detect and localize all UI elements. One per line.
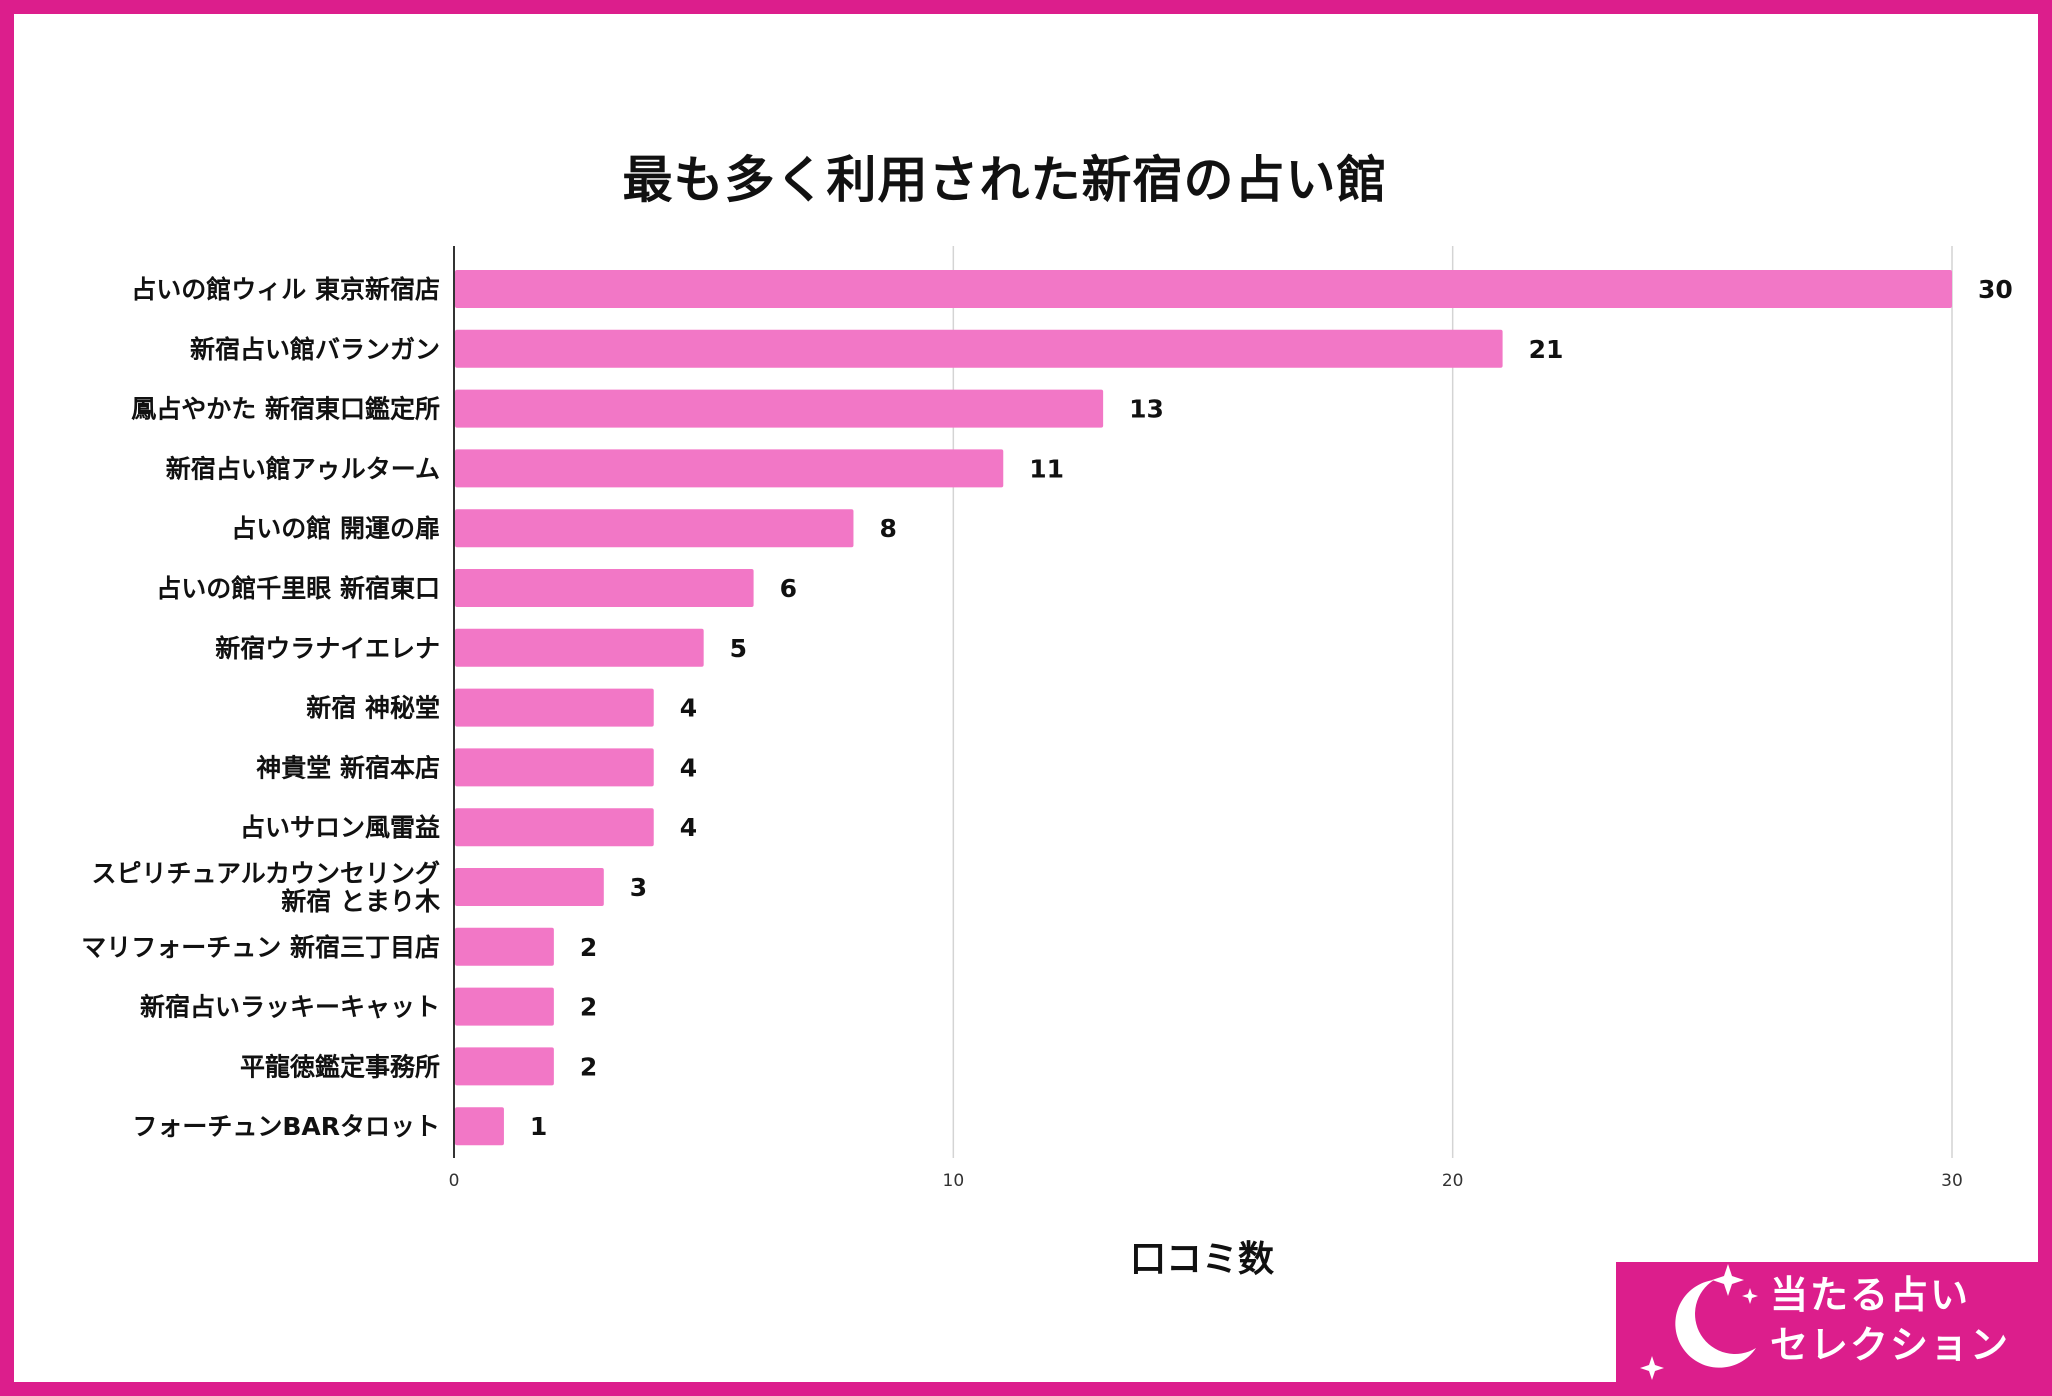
bar: [455, 569, 754, 607]
bar-value-label: 2: [580, 993, 597, 1022]
bar: [455, 1107, 504, 1146]
bar-value-label: 4: [680, 813, 697, 842]
bar-value-label: 4: [680, 694, 697, 723]
x-tick-label: 0: [449, 1171, 460, 1191]
x-axis-label: 口コミ数: [1129, 1239, 1274, 1280]
category-label: 新宿占いラッキーキャット: [140, 993, 440, 1022]
bar: [455, 509, 854, 548]
category-label: 新宿占い館バランガン: [190, 335, 440, 364]
category-label: 占いの館 開運の扉: [231, 514, 440, 543]
bar: [455, 1047, 554, 1086]
bar-value-label: 2: [580, 1052, 597, 1081]
bar: [455, 449, 1004, 488]
category-label: 神貴堂 新宿本店: [256, 753, 440, 782]
chart-title: 最も多く利用された新宿の占い館: [622, 151, 1388, 209]
bar-value-label: 1: [530, 1112, 547, 1141]
bar-value-label: 5: [730, 634, 747, 663]
bar: [455, 748, 654, 787]
category-label: 平龍徳鑑定事務所: [240, 1052, 440, 1081]
category-label: 占いサロン風雷益: [240, 813, 440, 842]
category-label: フォーチュンBARタロット: [132, 1112, 440, 1141]
bar: [455, 987, 554, 1026]
bar-value-label: 6: [780, 574, 797, 603]
bar: [455, 628, 704, 667]
bar-value-label: 3: [630, 873, 647, 902]
category-label: 占いの館千里眼 新宿東口: [156, 574, 440, 603]
bar: [455, 868, 604, 906]
bar-value-label: 21: [1529, 335, 1564, 364]
logo-line-1: 当たる占い: [1770, 1273, 1971, 1317]
bar-value-label: 30: [1978, 275, 2013, 304]
category-label: スピリチュアルカウンセリング新宿 とまり木: [91, 859, 440, 916]
bar-value-label: 11: [1029, 454, 1064, 483]
bar: [455, 389, 1104, 428]
logo-text: 当たる占い セレクション: [1770, 1270, 2040, 1370]
category-label: 占いの館ウィル 東京新宿店: [131, 275, 440, 304]
x-tick-label: 20: [1442, 1171, 1464, 1191]
logo-line-2: セレクション: [1770, 1323, 2011, 1367]
moon-stars-icon: [1640, 1264, 1758, 1380]
brand-logo: 当たる占い セレクション: [1616, 1262, 2040, 1382]
bar: [455, 329, 1503, 368]
bar: [455, 808, 654, 847]
category-label: 鳳占やかた 新宿東口鑑定所: [131, 395, 440, 424]
category-label: マリフォーチュン 新宿三丁目店: [81, 933, 440, 962]
x-tick-label: 10: [943, 1171, 965, 1191]
category-label: 新宿占い館アゥルターム: [166, 454, 440, 483]
bar-value-label: 8: [879, 514, 896, 543]
bar: [455, 270, 1952, 308]
bar-value-label: 2: [580, 933, 597, 962]
bar: [455, 688, 654, 727]
category-label: 新宿ウラナイエレナ: [215, 634, 440, 663]
bar-value-label: 13: [1129, 395, 1164, 424]
bar: [455, 927, 554, 966]
bar-value-label: 4: [680, 753, 697, 782]
x-tick-label: 30: [1941, 1171, 1963, 1191]
category-label: 新宿 神秘堂: [306, 694, 440, 723]
